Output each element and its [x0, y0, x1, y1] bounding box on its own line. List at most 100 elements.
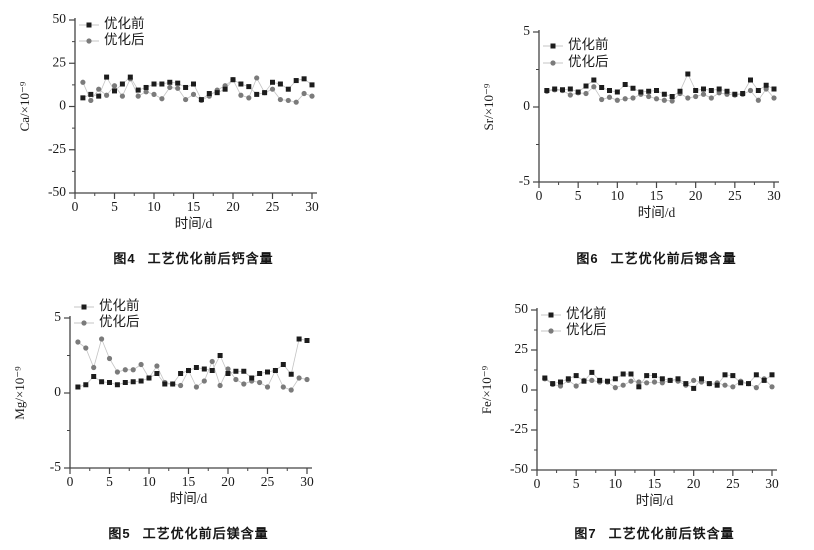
chart-caption-fe: 图7 工艺优化前后铁含量 [451, 523, 814, 542]
svg-text:-5: -5 [50, 459, 61, 474]
svg-text:0: 0 [59, 98, 66, 113]
svg-text:25: 25 [726, 476, 740, 491]
y-axis-title: Mg/×10⁻⁹ [12, 366, 27, 420]
x-axis-title: 时间/d [636, 493, 674, 508]
svg-text:优化后: 优化后 [104, 32, 145, 47]
caption-fig-number: 图4 [113, 251, 136, 266]
axes [74, 18, 317, 194]
svg-text:15: 15 [650, 188, 664, 203]
y-axis-ticks: -5 0 5 [50, 309, 70, 474]
chart-caption-sr: 图6 工艺优化前后锶含量 [453, 248, 814, 267]
svg-text:优化前: 优化前 [568, 36, 609, 52]
svg-text:25: 25 [261, 474, 275, 489]
x-axis-ticks: 0 5 10 15 20 25 30 [72, 193, 319, 214]
svg-text:20: 20 [221, 474, 235, 489]
caption-text: 工艺优化前后钙含量 [147, 251, 274, 266]
svg-text:25: 25 [515, 341, 529, 356]
svg-text:5: 5 [111, 199, 118, 214]
svg-text:0: 0 [521, 381, 528, 396]
svg-text:5: 5 [523, 23, 530, 38]
svg-text:优化前: 优化前 [104, 15, 145, 31]
svg-text:10: 10 [142, 474, 156, 489]
svg-text:5: 5 [54, 309, 61, 324]
series-after-line [77, 337, 308, 391]
svg-text:30: 30 [765, 476, 779, 491]
x-axis-ticks: 0 5 10 15 20 25 30 [534, 470, 779, 491]
caption-text: 工艺优化前后锶含量 [610, 251, 737, 266]
svg-text:0: 0 [523, 98, 530, 113]
svg-text:15: 15 [187, 199, 201, 214]
series-before-markers [80, 74, 315, 103]
svg-text:5: 5 [575, 188, 582, 203]
svg-text:50: 50 [515, 301, 529, 316]
x-axis-ticks: 0 5 10 15 20 25 30 [536, 182, 781, 203]
y-axis-title: Fe/×10⁻⁹ [479, 365, 494, 414]
svg-text:0: 0 [54, 384, 61, 399]
svg-text:20: 20 [226, 199, 240, 214]
caption-fig-number: 图5 [108, 526, 131, 541]
svg-text:0: 0 [534, 476, 541, 491]
y-axis-ticks: -5 0 5 [519, 23, 539, 188]
svg-text:25: 25 [266, 199, 280, 214]
svg-text:30: 30 [767, 188, 781, 203]
caption-fig-number: 图6 [576, 251, 599, 266]
svg-text:0: 0 [67, 474, 74, 489]
x-axis-title: 时间/d [175, 216, 213, 231]
svg-text:优化前: 优化前 [99, 297, 140, 313]
svg-text:25: 25 [53, 54, 67, 69]
svg-text:5: 5 [573, 476, 580, 491]
y-axis-ticks: -50 -25 0 25 50 [510, 301, 537, 476]
chart-figure-fe: -50 -25 0 25 50 0 5 10 15 20 25 30 Fe/×10⁻⁹ 时间/d 优化前 优化… [407, 275, 814, 550]
chart-figure-ca: -50 -25 0 25 50 0 5 10 15 20 25 30 Ca/×10⁻⁹ 时间/d 优化前 优化… [0, 0, 407, 275]
svg-text:15: 15 [182, 474, 196, 489]
svg-text:30: 30 [300, 474, 314, 489]
caption-fig-number: 图7 [574, 526, 597, 541]
caption-text: 工艺优化前后铁含量 [608, 526, 735, 541]
svg-text:10: 10 [611, 188, 625, 203]
series-before-markers [75, 336, 310, 390]
chart-figure-sr: -5 0 5 0 5 10 15 20 25 30 Sr/×10⁻⁹ 时间/d 优化前优化后 图6 工艺优… [407, 0, 814, 275]
svg-text:-50: -50 [48, 184, 66, 199]
svg-text:-5: -5 [519, 173, 530, 188]
svg-text:15: 15 [648, 476, 662, 491]
svg-text:20: 20 [689, 188, 703, 203]
chart-caption-ca: 图4 工艺优化前后钙含量 [0, 248, 397, 267]
svg-text:优化后: 优化后 [566, 322, 607, 337]
x-axis-ticks: 0 5 10 15 20 25 30 [67, 468, 314, 489]
svg-text:10: 10 [609, 476, 623, 491]
svg-text:20: 20 [687, 476, 701, 491]
y-axis-title: Sr/×10⁻⁹ [481, 83, 496, 130]
svg-text:30: 30 [305, 199, 319, 214]
svg-text:优化后: 优化后 [99, 314, 140, 329]
fe-chart-canvas: -50 -25 0 25 50 0 5 10 15 20 25 30 Fe/×10⁻⁹ 时间/d 优化前优化… [479, 301, 779, 508]
series-before-markers [542, 369, 775, 391]
svg-text:50: 50 [53, 11, 67, 26]
chart-figure-mg: -5 0 5 0 5 10 15 20 25 30 Mg/×10⁻⁹ 时间/d 优化前 优化后 图5 工艺优… [0, 275, 407, 550]
caption-text: 工艺优化前后镁含量 [142, 526, 269, 541]
y-axis-ticks: -50 -25 0 25 50 [48, 11, 75, 199]
svg-text:-25: -25 [510, 421, 528, 436]
svg-text:10: 10 [147, 199, 161, 214]
series-before-markers [544, 71, 777, 99]
y-axis-title: Ca/×10⁻⁹ [17, 81, 32, 131]
series-after-line [82, 77, 313, 103]
axes [536, 308, 777, 471]
svg-text:5: 5 [106, 474, 113, 489]
ca-chart-canvas: -50 -25 0 25 50 0 5 10 15 20 25 30 Ca/×10⁻⁹ 时间/d 优化前优化… [17, 11, 319, 231]
series-before-line [544, 371, 773, 389]
axes [538, 30, 779, 183]
x-axis-title: 时间/d [170, 491, 208, 506]
svg-text:25: 25 [728, 188, 742, 203]
svg-text:优化前: 优化前 [566, 305, 607, 321]
svg-text:-25: -25 [48, 141, 66, 156]
svg-text:-50: -50 [510, 461, 528, 476]
x-axis-title: 时间/d [638, 205, 676, 220]
svg-text:优化后: 优化后 [568, 54, 609, 69]
